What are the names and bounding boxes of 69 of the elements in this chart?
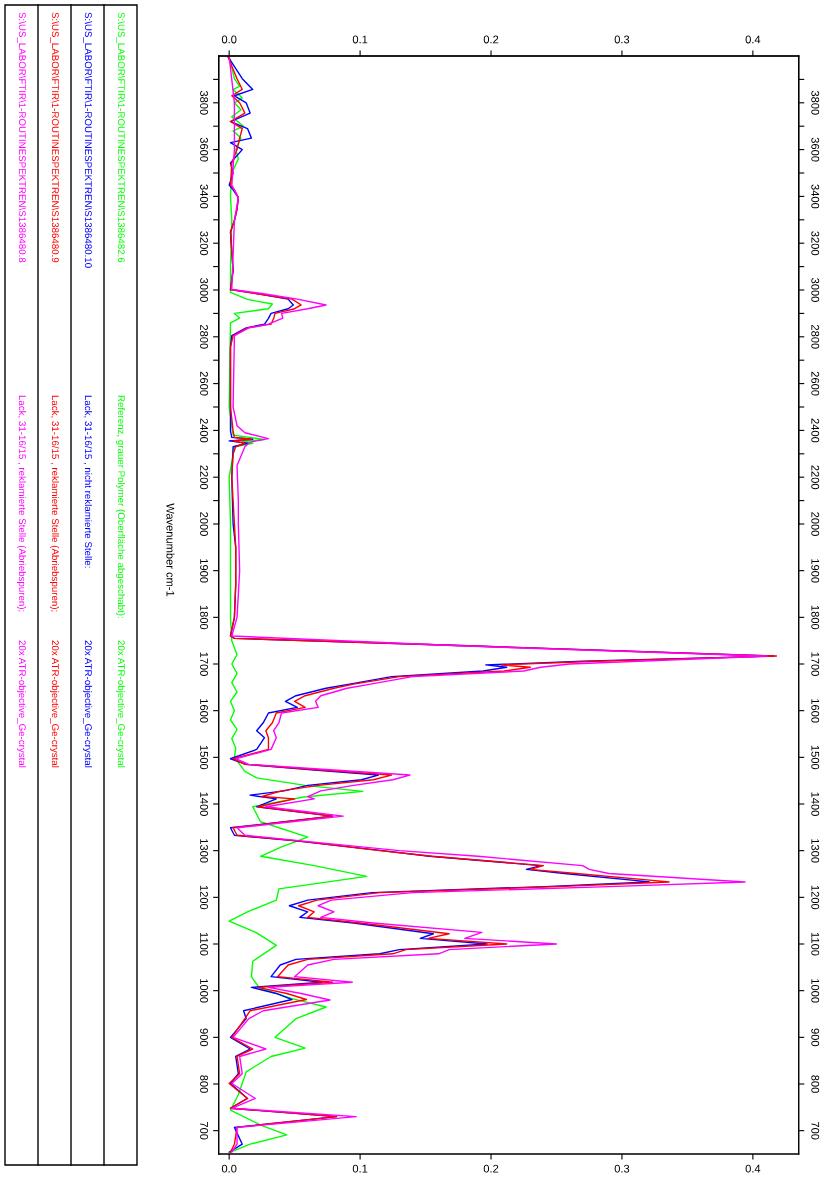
x-tick-label: 0.1 [352, 1164, 368, 1173]
y2-tick-label: 2200 [811, 465, 820, 490]
text: 20x ATR-objective_Ge-crystal [115, 640, 126, 768]
y2-tick-label: 1000 [811, 979, 820, 1003]
y2-tick-label: 1800 [811, 605, 820, 630]
y2-tick-label: 1600 [811, 699, 820, 723]
x-tick-label: 0.3 [614, 1164, 630, 1173]
text: Lack, 31-16/15 , nicht reklamierte Stelle: [83, 395, 93, 568]
y2-tick-label: 1400 [811, 792, 820, 816]
x-tick-label: 0.4 [745, 1164, 761, 1173]
y-tick-label: 1500 [200, 745, 208, 770]
x2-tick-label: 0.1 [352, 35, 368, 44]
text: S:\US_LABOR\FTIR\1-ROUTINESPEKTREN\S1386480.10 [83, 12, 93, 268]
y2-tick-label: 1900 [811, 559, 820, 583]
x-tick-label: 0.0 [221, 1164, 237, 1173]
y-tick-label: 1800 [200, 605, 208, 630]
y2-tick-label: 2400 [811, 418, 820, 443]
y-tick-label: 3200 [200, 231, 208, 256]
y-tick-label: 2000 [200, 512, 208, 536]
text: 20x ATR-objective_Ge-crystal [49, 640, 60, 768]
y2-tick-label: 3200 [811, 231, 820, 256]
y-tick-label: 3600 [200, 137, 208, 162]
y-tick-label: 1900 [200, 559, 208, 583]
y-tick-label: 800 [200, 1075, 208, 1093]
text: Lack, 31-16/15 , reklamierte Stelle (Abriebspuren); [16, 395, 27, 612]
y-tick-label: 1100 [200, 932, 208, 956]
y-tick-label: 3400 [200, 184, 208, 209]
y2-tick-label: 700 [811, 1121, 820, 1140]
y-tick-label: 3000 [200, 278, 208, 302]
text: S:\US_LABOR\FTIR\1-ROUTINESPEKTREN\S1386482.6 [116, 12, 126, 263]
x2-tick-label: 0.4 [745, 35, 761, 44]
y2-tick-label: 1500 [811, 745, 820, 770]
y-tick-label: 2200 [200, 465, 208, 490]
y2-tick-label: 1200 [811, 885, 820, 910]
y-tick-label: 900 [200, 1028, 208, 1047]
y2-tick-label: 1700 [811, 652, 820, 676]
x2-tick-label: 0.0 [221, 35, 237, 44]
y2-tick-label: 2800 [811, 325, 820, 349]
y-tick-label: 2800 [200, 325, 208, 349]
y-tick-label: 2600 [200, 371, 208, 396]
y-tick-label: 1700 [200, 652, 208, 676]
y2-tick-label: 3800 [811, 90, 820, 115]
y2-tick-label: 900 [811, 1028, 820, 1047]
y-tick-label: 1200 [200, 885, 208, 910]
text: S:\US_LABOR\FTIR\1-ROUTINESPEKTREN\S1386480.8 [17, 12, 27, 263]
text: Lack, 31-16/15 , reklamierte Stelle (Abriebspuren); [49, 395, 60, 612]
y2-tick-label: 1300 [811, 839, 820, 863]
text: 20x ATR-objective_Ge-crystal [82, 640, 93, 768]
y-tick-label: 1600 [200, 699, 208, 723]
y2-tick-label: 2000 [811, 512, 820, 536]
text: Referenz, grauer Polymer (Oberfläche abgeschabt): [115, 395, 126, 618]
y-tick-label: 700 [200, 1121, 208, 1140]
y-tick-label: 1000 [200, 979, 208, 1003]
text: S:\US_LABOR\FTIR\1-ROUTINESPEKTREN\S1386480.9 [50, 12, 60, 263]
x2-tick-label: 0.3 [614, 35, 630, 44]
y2-tick-label: 3400 [811, 184, 820, 209]
y2-tick-label: 800 [811, 1075, 820, 1093]
y2-tick-label: 1100 [811, 932, 820, 956]
y-tick-label: 1300 [200, 839, 208, 863]
text: 20x ATR-objective_Ge-crystal [16, 640, 27, 768]
y2-tick-label: 3000 [811, 278, 820, 302]
y2-tick-label: 2600 [811, 371, 820, 396]
x-tick-label: 0.2 [483, 1164, 499, 1173]
y-axis-title: Wavenumber cm-1 [166, 503, 175, 597]
x2-tick-label: 0.2 [483, 35, 499, 44]
y2-tick-label: 3600 [811, 137, 820, 162]
y-tick-label: 2400 [200, 418, 208, 443]
y-tick-label: 3800 [200, 90, 208, 115]
y-tick-label: 1400 [200, 792, 208, 816]
